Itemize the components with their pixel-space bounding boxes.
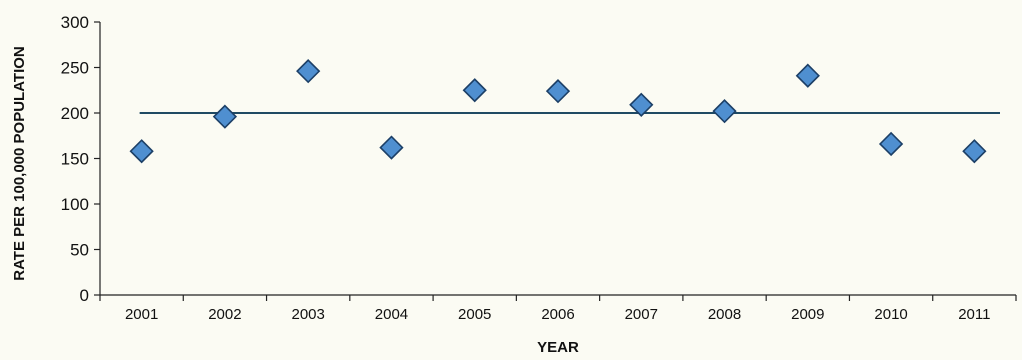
- data-point-diamond: [545, 79, 571, 104]
- data-point-diamond: [962, 139, 987, 164]
- y-axis-title: RATE PER 100,000 POPULATION: [11, 46, 28, 281]
- x-axis: 2001 2002 2003 2004 2005 2006 2007 2008 2009 2010…: [99, 294, 1017, 323]
- y-tick-label: 0: [80, 286, 89, 305]
- x-tick-label: 2001: [125, 306, 158, 323]
- x-tick-label: 2008: [708, 306, 741, 323]
- data-point-diamond: [629, 92, 654, 117]
- x-axis-title: YEAR: [537, 339, 579, 356]
- y-tick-label: 250: [61, 59, 89, 78]
- data-points: [129, 59, 987, 164]
- data-point-diamond: [296, 59, 321, 84]
- x-tick-label: 2003: [291, 306, 324, 323]
- y-axis: 0 50 100 150 200 250 300: [61, 13, 101, 305]
- y-tick-label: 150: [61, 150, 89, 169]
- y-tick-label: 100: [61, 195, 89, 214]
- y-tick-label: 300: [61, 13, 89, 32]
- x-tick-label: 2011: [958, 306, 990, 323]
- data-point-diamond: [462, 78, 487, 103]
- x-tick-label: 2007: [625, 306, 658, 323]
- data-point-diamond: [795, 63, 820, 88]
- data-point-diamond: [712, 99, 737, 124]
- y-tick-label: 50: [70, 241, 89, 260]
- data-point-diamond: [379, 135, 404, 160]
- data-point-diamond: [129, 139, 154, 164]
- x-tick-label: 2010: [874, 306, 907, 323]
- x-tick-label: 2006: [541, 306, 574, 323]
- x-tick-label: 2004: [375, 306, 408, 323]
- data-point-diamond: [212, 104, 238, 129]
- data-point-diamond: [878, 131, 904, 157]
- x-tick-label: 2002: [208, 306, 241, 323]
- y-tick-label: 200: [61, 104, 89, 123]
- x-tick-label: 2005: [458, 306, 491, 323]
- x-tick-label: 2009: [791, 306, 824, 323]
